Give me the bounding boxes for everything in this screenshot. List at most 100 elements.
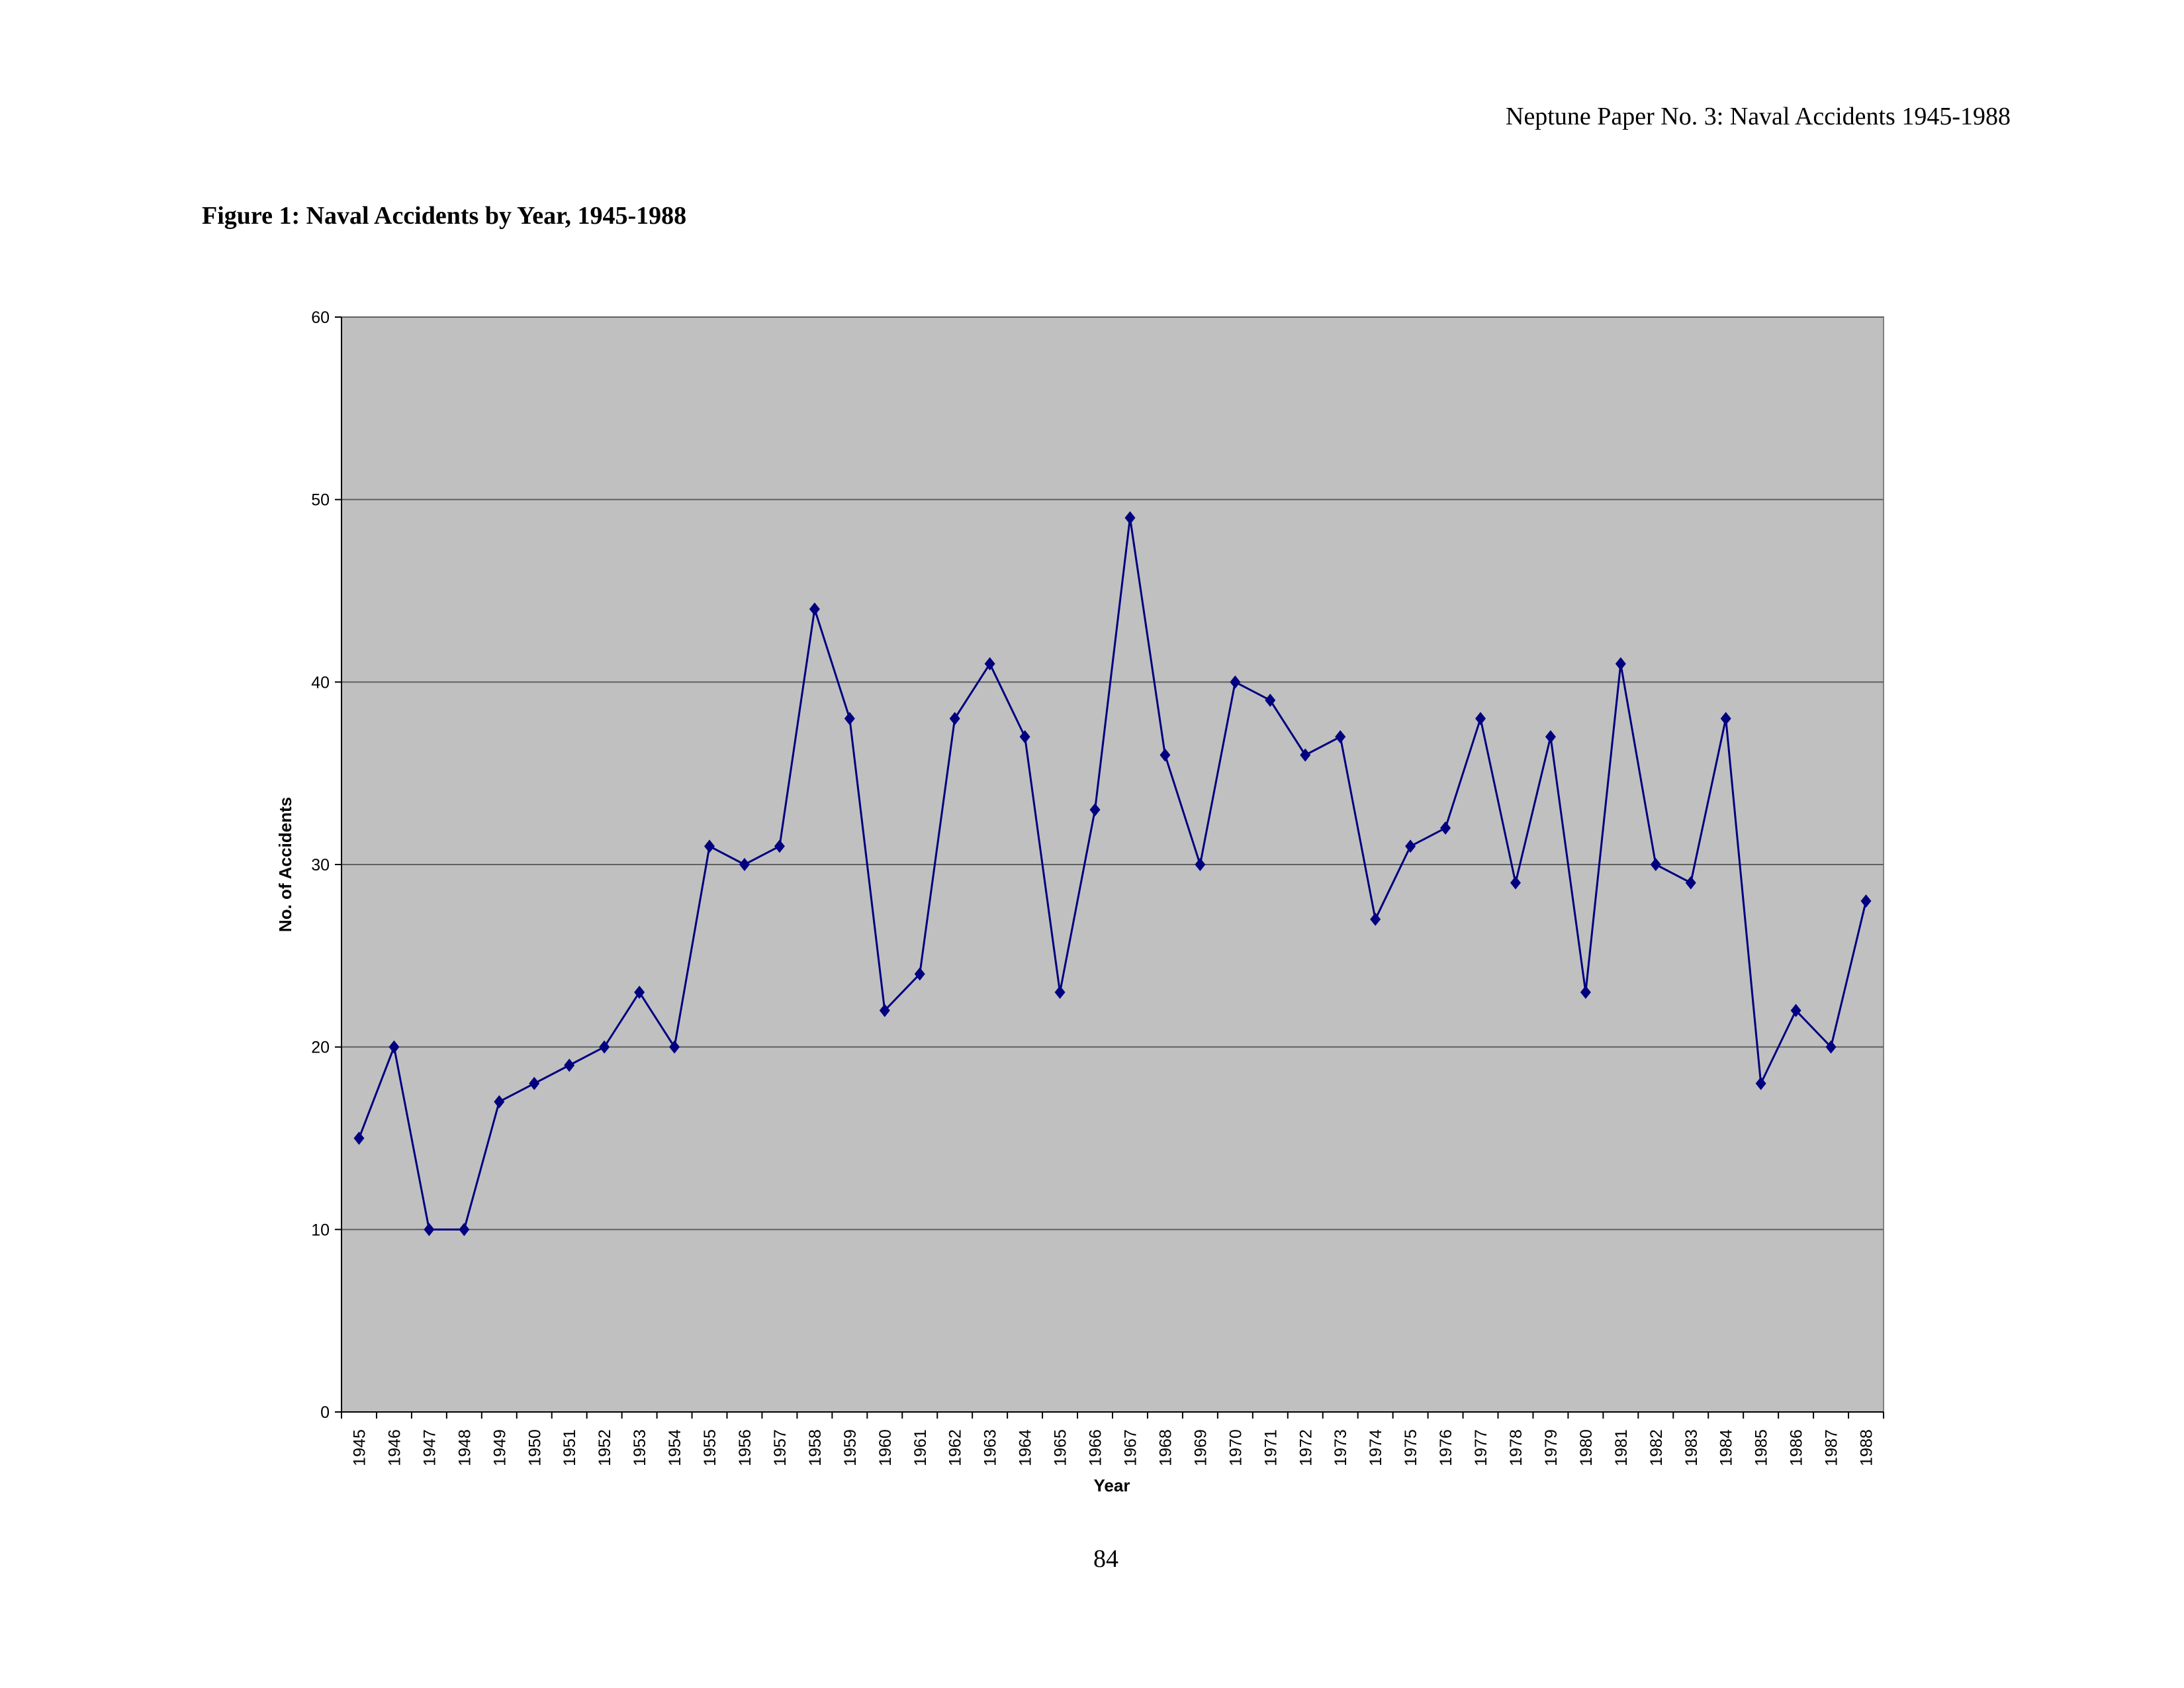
data-point <box>1755 1076 1766 1090</box>
x-tick-label: 1973 <box>1332 1429 1350 1466</box>
x-tick-label: 1959 <box>841 1429 860 1466</box>
x-tick-label: 1960 <box>876 1429 895 1466</box>
data-point <box>1089 803 1101 817</box>
data-point <box>1124 511 1136 525</box>
x-tick-label: 1984 <box>1717 1429 1736 1466</box>
data-point <box>1650 858 1661 871</box>
x-tick-label: 1981 <box>1612 1429 1631 1466</box>
y-tick-label: 50 <box>311 491 330 510</box>
page-number: 84 <box>1093 1545 1118 1573</box>
x-tick-label: 1977 <box>1472 1429 1490 1466</box>
data-point <box>1054 985 1066 999</box>
x-tick-label: 1957 <box>771 1429 790 1466</box>
chart-title: Figure 1: Naval Accidents by Year, 1945-… <box>202 202 686 230</box>
data-point <box>1545 730 1556 744</box>
x-tick-label: 1976 <box>1437 1429 1455 1466</box>
x-tick-label: 1966 <box>1087 1429 1105 1466</box>
data-point <box>1335 730 1346 744</box>
x-tick-label: 1971 <box>1261 1429 1280 1466</box>
data-point <box>1860 894 1872 908</box>
y-tick-label: 30 <box>311 856 330 874</box>
data-point <box>879 1004 890 1017</box>
data-point <box>599 1040 610 1054</box>
x-axis-label: Year <box>1094 1476 1130 1495</box>
data-point <box>1615 657 1626 671</box>
x-tick-label: 1953 <box>631 1429 649 1466</box>
x-tick-label: 1967 <box>1121 1429 1140 1466</box>
data-point <box>353 1131 365 1145</box>
data-point <box>1475 712 1486 726</box>
y-tick-label: 20 <box>311 1039 330 1057</box>
data-point <box>1685 876 1696 890</box>
data-point <box>844 712 855 726</box>
x-tick-label: 1965 <box>1052 1429 1070 1466</box>
data-point <box>494 1095 505 1109</box>
x-tick-label: 1970 <box>1226 1429 1245 1466</box>
y-tick-label: 0 <box>320 1403 330 1422</box>
data-point <box>1510 876 1521 890</box>
x-tick-label: 1983 <box>1682 1429 1701 1466</box>
data-point <box>1019 730 1030 744</box>
x-tick-label: 1986 <box>1788 1429 1806 1466</box>
x-tick-label: 1980 <box>1577 1429 1596 1466</box>
x-tick-label: 1946 <box>385 1429 404 1466</box>
x-tick-label: 1945 <box>350 1429 369 1466</box>
x-tick-label: 1952 <box>596 1429 614 1466</box>
data-point <box>669 1040 680 1054</box>
x-tick-label: 1987 <box>1823 1429 1841 1466</box>
x-tick-label: 1947 <box>420 1429 439 1466</box>
x-tick-label: 1958 <box>806 1429 825 1466</box>
data-point <box>1825 1040 1837 1054</box>
data-line <box>358 518 1867 1231</box>
data-point <box>914 967 925 981</box>
page-header: Neptune Paper No. 3: Naval Accidents 194… <box>1506 103 2011 130</box>
data-point <box>1720 712 1731 726</box>
x-tick-label: 1979 <box>1542 1429 1561 1466</box>
data-point <box>1230 675 1241 689</box>
data-point <box>459 1223 470 1237</box>
data-point <box>809 602 820 616</box>
data-point <box>949 712 960 726</box>
x-tick-label: 1974 <box>1367 1429 1385 1466</box>
x-tick-label: 1968 <box>1156 1429 1175 1466</box>
x-tick-label: 1951 <box>561 1429 579 1466</box>
data-point <box>1195 858 1206 871</box>
data-point <box>424 1223 435 1237</box>
data-point <box>388 1040 400 1054</box>
x-tick-label: 1955 <box>701 1429 719 1466</box>
x-tick-label: 1954 <box>666 1429 684 1466</box>
data-point <box>1790 1004 1801 1017</box>
x-tick-label: 1962 <box>946 1429 965 1466</box>
y-tick-label: 60 <box>311 308 330 327</box>
data-point <box>1300 748 1311 762</box>
data-point <box>1370 912 1381 926</box>
x-tick-label: 1963 <box>981 1429 1000 1466</box>
y-tick-label: 40 <box>311 673 330 692</box>
data-point <box>774 839 785 853</box>
data-point <box>704 839 715 853</box>
x-tick-label: 1948 <box>455 1429 474 1466</box>
x-tick-label: 1982 <box>1647 1429 1666 1466</box>
data-point <box>1160 748 1171 762</box>
x-tick-label: 1988 <box>1858 1429 1876 1466</box>
data-point <box>739 858 750 871</box>
y-tick-label: 10 <box>311 1221 330 1239</box>
x-tick-label: 1964 <box>1017 1429 1035 1466</box>
x-tick-label: 1969 <box>1191 1429 1210 1466</box>
data-point <box>1265 693 1276 707</box>
x-tick-label: 1985 <box>1752 1429 1771 1466</box>
x-tick-label: 1956 <box>736 1429 754 1466</box>
data-point <box>984 657 995 671</box>
data-point <box>1580 985 1591 999</box>
x-tick-label: 1950 <box>525 1429 544 1466</box>
data-point <box>634 985 645 999</box>
x-tick-label: 1961 <box>911 1429 930 1466</box>
y-axis-label: No. of Accidents <box>275 797 295 932</box>
x-tick-label: 1972 <box>1297 1429 1315 1466</box>
x-tick-label: 1975 <box>1402 1429 1420 1466</box>
data-point <box>529 1076 540 1090</box>
data-point <box>1405 839 1416 853</box>
x-tick-label: 1949 <box>490 1429 509 1466</box>
data-point <box>1440 821 1451 835</box>
